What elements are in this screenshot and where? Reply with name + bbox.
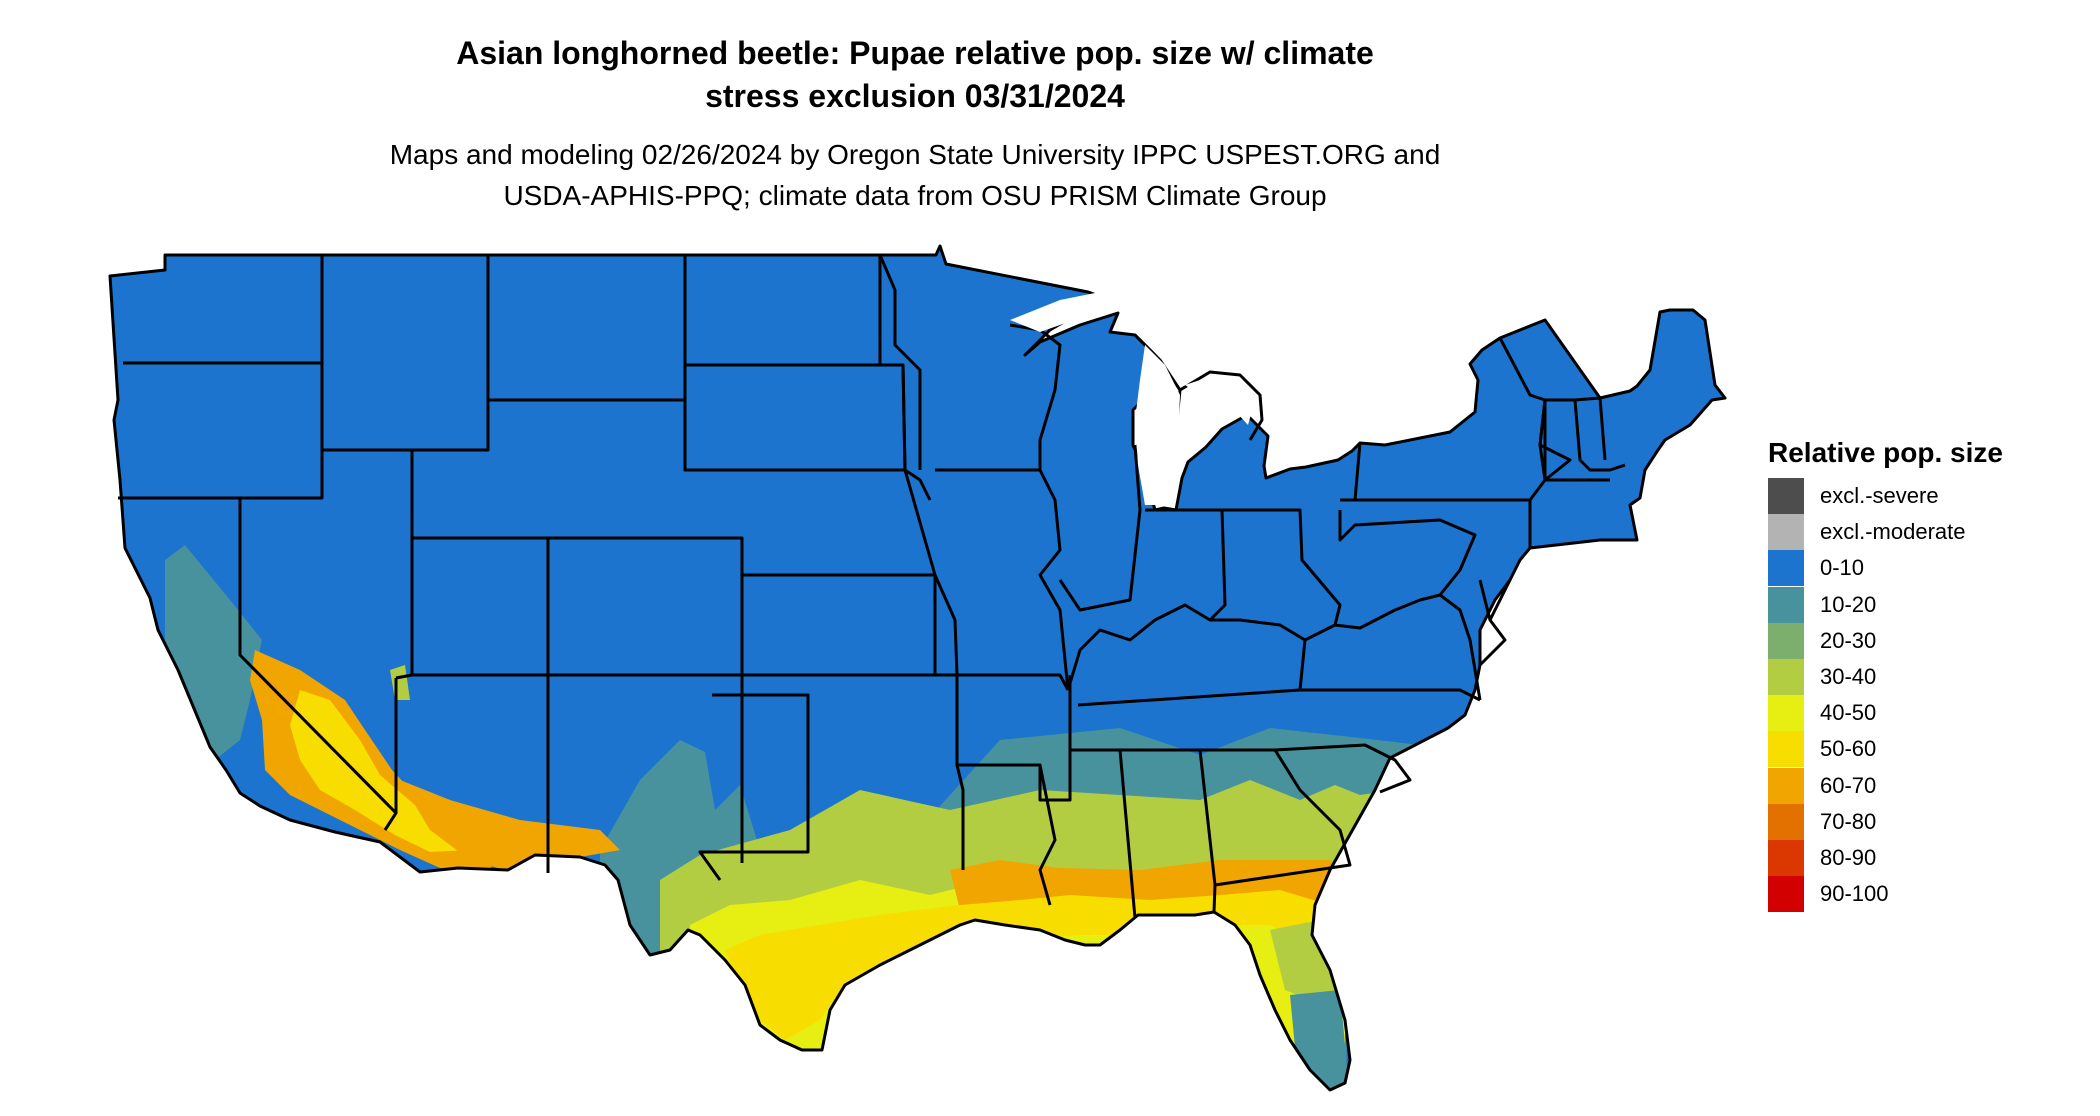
region-60-70-arizona xyxy=(400,780,620,870)
legend-item: 30-40 xyxy=(1768,659,2003,696)
legend-swatch xyxy=(1768,695,1804,732)
boundary-vt-nh xyxy=(1545,396,1626,472)
legend-swatch xyxy=(1768,622,1804,659)
legend-swatch xyxy=(1768,876,1804,913)
legend-item: 0-10 xyxy=(1768,550,2003,587)
boundary-mississippi-alabama xyxy=(1070,748,1217,919)
boundary-pacific-nw xyxy=(118,255,412,500)
boundary-utah-colorado-arizona-newmexico xyxy=(412,536,744,873)
subtitle-line-2: USDA-APHIS-PPQ; climate data from OSU PR… xyxy=(503,180,1327,211)
legend-swatch xyxy=(1768,767,1804,804)
boundary-west-virginia-pennsylvania xyxy=(1334,510,1482,701)
legend-item: 10-20 xyxy=(1768,586,2003,623)
legend-item: 80-90 xyxy=(1768,839,2003,876)
legend-item: excl.-severe xyxy=(1768,478,2003,515)
boundary-arkansas-louisiana xyxy=(957,675,1072,906)
legend-label: 80-90 xyxy=(1820,844,1877,870)
legend-item: 70-80 xyxy=(1768,803,2003,840)
region-50-60-desert xyxy=(290,690,470,852)
boundary-maryland-delaware xyxy=(1478,579,1512,667)
lake-michigan xyxy=(1135,345,1180,505)
legend-label: excl.-severe xyxy=(1820,483,1939,509)
legend-swatch xyxy=(1768,586,1804,623)
legend-label: 40-50 xyxy=(1820,700,1877,726)
legend-item: 40-50 xyxy=(1768,695,2003,732)
subtitle-line-1: Maps and modeling 02/26/2024 by Oregon S… xyxy=(389,139,1441,170)
legend-swatch xyxy=(1768,803,1804,840)
legend-item: 60-70 xyxy=(1768,767,2003,804)
map-fill xyxy=(110,246,1725,1090)
boundary-indiana-ohio xyxy=(1145,508,1342,642)
legend-item: 90-100 xyxy=(1768,876,2003,913)
legend-swatch xyxy=(1768,731,1804,768)
legend-label: 10-20 xyxy=(1820,591,1877,617)
legend-swatch xyxy=(1768,514,1804,551)
legend-label: 50-60 xyxy=(1820,736,1877,762)
legend-item: 50-60 xyxy=(1768,731,2003,768)
legend-item: excl.-moderate xyxy=(1768,514,2003,551)
state-boundaries xyxy=(108,244,1727,1092)
map-subtitle: Maps and modeling 02/26/2024 by Oregon S… xyxy=(230,134,1600,216)
legend-swatch xyxy=(1768,478,1804,515)
boundary-california-nevada xyxy=(238,498,398,831)
boundary-tennessee-kentucky xyxy=(1066,603,1481,707)
legend-label: 30-40 xyxy=(1820,664,1877,690)
boundary-lake-michigan-east xyxy=(1179,370,1264,441)
boundary-georgia-carolinas xyxy=(1200,743,1412,887)
legend-label: 20-30 xyxy=(1820,627,1877,653)
lake-superior xyxy=(1010,292,1118,332)
legend-title: Relative pop. size xyxy=(1768,437,2003,468)
lake-huron xyxy=(1185,375,1255,425)
legend-swatch xyxy=(1768,839,1804,876)
legend-label: 0-10 xyxy=(1820,555,1865,581)
legend-label: excl.-moderate xyxy=(1820,519,1966,545)
legend-label: 70-80 xyxy=(1820,808,1877,834)
legend-label: 60-70 xyxy=(1820,772,1877,798)
legend-swatch xyxy=(1768,659,1804,696)
legend: Relative pop. size excl.-severe excl.-mod… xyxy=(1768,436,2003,913)
boundary-texas-panhandle xyxy=(698,693,810,881)
legend-swatch xyxy=(1768,550,1804,587)
map-title: Asian longhorned beetle: Pupae relative … xyxy=(230,32,1600,118)
boundary-minnesota-iowa xyxy=(878,254,937,576)
us-outline xyxy=(108,244,1727,1092)
legend-item: 20-30 xyxy=(1768,622,2003,659)
boundary-new-england xyxy=(1498,337,1610,482)
legend-items: excl.-severe excl.-moderate 0-10 10-20 20-30… xyxy=(1768,478,2003,913)
legend-label: 90-100 xyxy=(1820,881,1889,907)
great-lakes xyxy=(1010,292,1255,505)
title-line-1: Asian longhorned beetle: Pupae relative … xyxy=(456,35,1374,71)
title-line-2: stress exclusion 03/31/2024 xyxy=(705,78,1125,114)
